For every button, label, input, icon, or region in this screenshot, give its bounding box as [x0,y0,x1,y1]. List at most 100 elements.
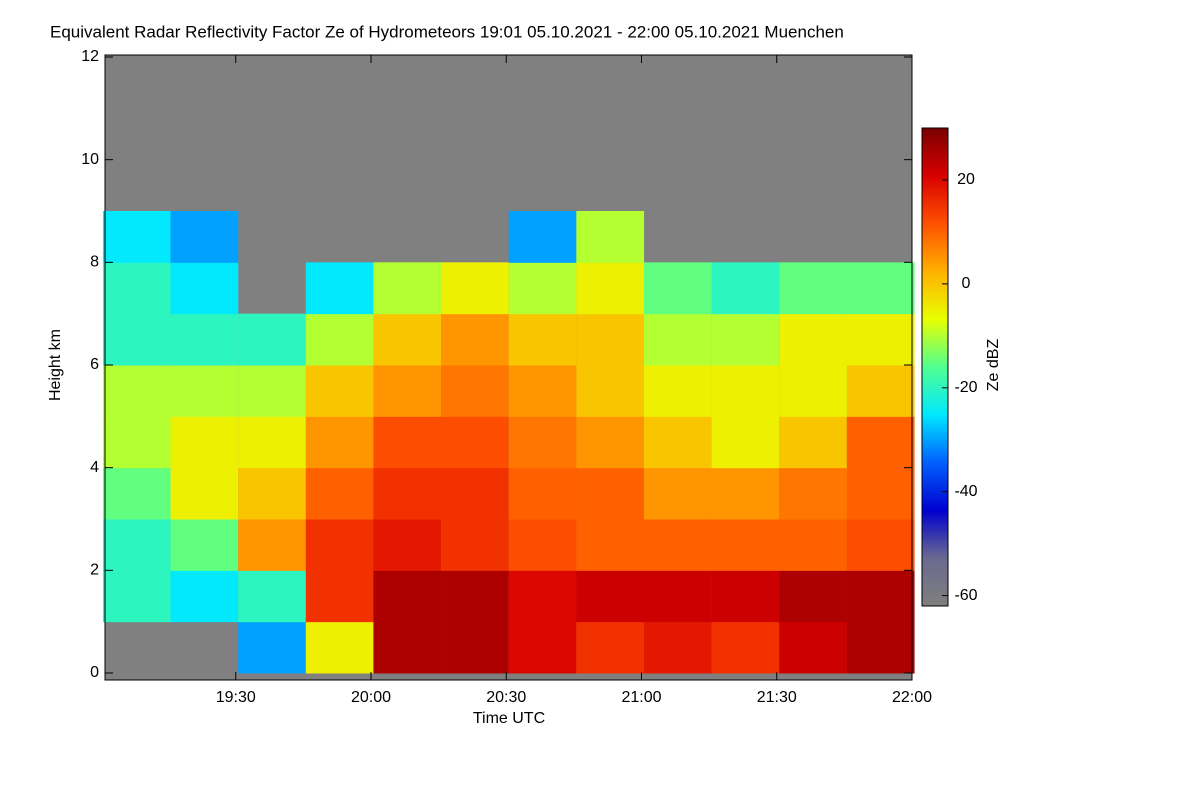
heatmap-cell [846,519,915,571]
heatmap-cell [508,211,577,263]
heatmap-cell [102,211,171,263]
x-axis-label: Time UTC [473,710,545,727]
heatmap-cell [711,262,780,315]
heatmap-cell [373,570,442,623]
heatmap-cell [576,365,645,417]
heatmap-cell [711,570,780,623]
heatmap-cell [576,211,645,263]
heatmap-cell [305,365,374,417]
heatmap-cell [170,467,239,520]
colorbar-tick-label: -20 [954,379,977,396]
heatmap-cell [711,313,780,366]
heatmap-cell [576,467,645,520]
heatmap-cell [779,313,847,366]
heatmap-cell [102,570,171,623]
x-tick-label: 20:00 [351,689,391,706]
heatmap-cell [373,621,442,674]
heatmap-cell [643,313,712,366]
heatmap-cell [846,467,915,520]
heatmap-cell [373,467,442,520]
heatmap-cell [305,416,374,469]
heatmap-cell [441,262,509,315]
heatmap-cell [643,519,712,571]
heatmap-cell [102,262,171,315]
heatmap-cell [305,570,374,623]
heatmap-cell [846,621,915,674]
heatmap-cell [170,211,239,263]
heatmap-cell [643,570,712,623]
heatmap-cell [170,365,239,417]
heatmap-cell [643,621,712,674]
heatmap-cell [643,262,712,315]
heatmap-cell [711,621,780,674]
heatmap-cell [846,570,915,623]
heatmap-cell [508,570,577,623]
plot-frame [104,54,913,681]
colorbar [921,127,949,607]
y-tick-label: 8 [90,254,99,271]
heatmap-cell [576,313,645,366]
heatmap-cell [238,365,306,417]
heatmap-cell [238,467,306,520]
y-tick-label: 2 [90,562,99,579]
heatmap-cell [305,313,374,366]
heatmap-cell [508,416,577,469]
heatmap-cell [508,262,577,315]
heatmap-cell [305,621,374,674]
heatmap-cell [102,467,171,520]
heatmap-cell [373,262,442,315]
heatmap-cell [508,467,577,520]
colorbar-tick-label: 0 [962,275,971,292]
heatmap-cell [170,313,239,366]
heatmap-cell [643,416,712,469]
heatmap-cell [576,416,645,469]
x-tick-label: 22:00 [892,689,932,706]
heatmap-cell [711,365,780,417]
heatmap-cell [508,313,577,366]
heatmap-cell [373,365,442,417]
y-tick-label: 4 [90,459,99,476]
heatmap-cell [441,416,509,469]
heatmap-cell [102,519,171,571]
heatmap-cell [576,262,645,315]
colorbar-tick-label: -40 [954,483,977,500]
heatmap-cell [102,416,171,469]
heatmap-cell [779,467,847,520]
x-tick-label: 19:30 [216,689,256,706]
heatmap-cell [576,570,645,623]
heatmap-cell [846,313,915,366]
heatmap-cell [238,313,306,366]
heatmap-cell [102,313,171,366]
heatmap-cell [643,365,712,417]
y-axis-label: Height km [47,329,64,401]
heatmap-cell [779,262,847,315]
heatmap-cell [441,519,509,571]
heatmap-cell [846,262,915,315]
heatmap-cell [238,570,306,623]
heatmap-cell [238,416,306,469]
y-tick-label: 0 [90,664,99,681]
heatmap-cell [170,262,239,315]
heatmap-cell [508,621,577,674]
heatmap-cell [238,519,306,571]
heatmap-cell [170,416,239,469]
heatmap-cell [779,416,847,469]
x-tick-label: 21:00 [621,689,661,706]
heatmap-cell [238,621,306,674]
heatmap-cell [373,416,442,469]
heatmap-cell [170,570,239,623]
heatmap-cell [711,519,780,571]
heatmap-cell [643,467,712,520]
y-tick-label: 10 [81,151,99,168]
heatmap-cell [711,467,780,520]
heatmap-cell [711,416,780,469]
heatmap-cell [846,365,915,417]
heatmap-cell [441,621,509,674]
heatmap-cell [508,365,577,417]
heatmap-cell [441,570,509,623]
heatmap-cell [441,313,509,366]
y-tick-label: 6 [90,356,99,373]
heatmap-cell [779,365,847,417]
x-tick-label: 20:30 [486,689,526,706]
